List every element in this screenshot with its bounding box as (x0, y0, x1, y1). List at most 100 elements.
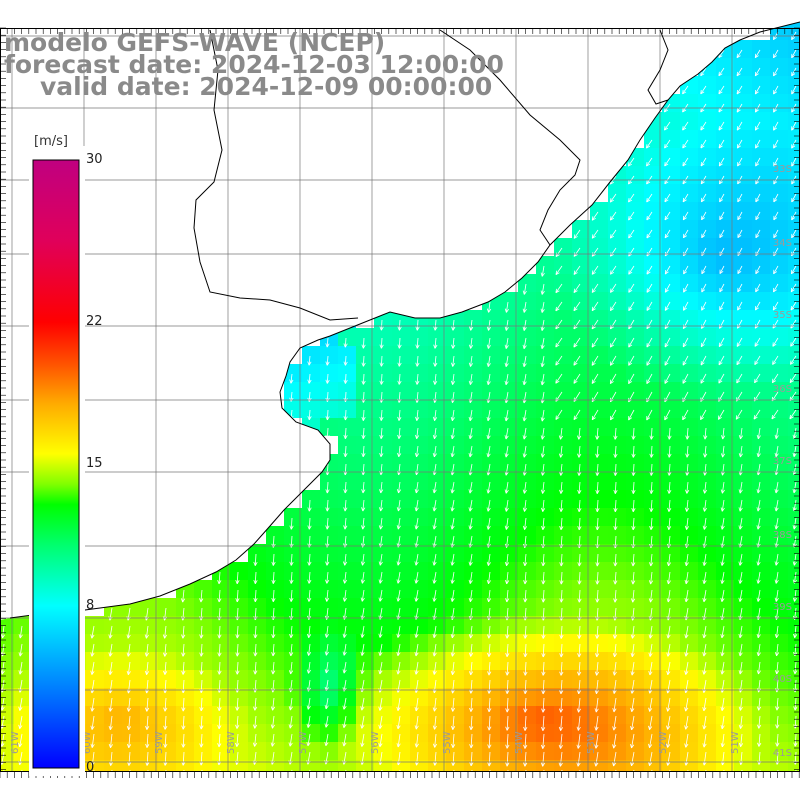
wind-arrow (718, 337, 725, 348)
wind-speed-cell (248, 742, 266, 760)
wind-arrow (471, 769, 473, 772)
wind-speed-cell (284, 526, 302, 544)
wind-speed-cell (104, 688, 122, 706)
wind-arrow (235, 571, 240, 585)
wind-speed-cell (698, 418, 716, 436)
wind-speed-cell (248, 688, 266, 706)
wind-arrow (415, 409, 420, 421)
wind-speed-cell (212, 616, 230, 634)
wind-arrow (0, 625, 6, 639)
wind-arrow (396, 499, 401, 512)
wind-speed-cell (140, 634, 158, 652)
wind-speed-cell (230, 598, 248, 616)
wind-speed-cell (680, 634, 698, 652)
lat-label: 40S (773, 674, 792, 685)
wind-speed-cell (752, 346, 770, 364)
wind-speed-cell (464, 490, 482, 508)
wind-arrow (307, 535, 312, 548)
wind-speed-cell (266, 670, 284, 688)
wind-speed-cell (464, 652, 482, 670)
wind-speed-cell (536, 652, 554, 670)
wind-arrow (486, 517, 491, 530)
wind-arrow (555, 337, 563, 348)
wind-arrow (792, 571, 797, 584)
lat-label: 39S (773, 602, 792, 613)
wind-speed-cell (302, 526, 320, 544)
wind-speed-cell (788, 508, 800, 526)
wind-arrow (415, 355, 420, 367)
wind-arrow (559, 679, 564, 695)
wind-speed-cell (446, 760, 464, 772)
wind-arrow (126, 697, 131, 712)
wind-arrow (163, 715, 168, 730)
wind-speed-cell (536, 670, 554, 688)
wind-speed-cell (644, 670, 662, 688)
wind-arrow (181, 625, 186, 639)
wind-speed-cell (464, 742, 482, 760)
wind-arrow (612, 661, 617, 676)
wind-speed-cell (374, 472, 392, 490)
wind-speed-cell (680, 202, 698, 220)
wind-speed-cell (266, 580, 284, 598)
wind-speed-cell (716, 202, 734, 220)
wind-speed-cell (428, 436, 446, 454)
wind-arrow (505, 625, 510, 639)
wind-speed-cell (464, 310, 482, 328)
wind-speed-cell (194, 760, 212, 772)
wind-speed-cell (104, 742, 122, 760)
wind-arrow (468, 499, 473, 512)
wind-speed-cell (590, 256, 608, 274)
wind-speed-cell (770, 94, 788, 112)
wind-speed-cell (356, 472, 374, 490)
wind-arrow (414, 625, 419, 638)
wind-arrow (199, 733, 204, 748)
wind-arrow (591, 373, 599, 384)
wind-speed-cell (680, 274, 698, 292)
wind-arrow (628, 265, 635, 275)
wind-arrow (646, 157, 653, 167)
wind-arrow (217, 715, 222, 730)
wind-arrow (522, 373, 527, 386)
wind-speed-cell (374, 616, 392, 634)
wind-arrow (324, 697, 329, 710)
wind-speed-cell (14, 652, 32, 670)
wind-speed-cell (302, 670, 320, 688)
wind-speed-cell (428, 490, 446, 508)
wind-speed-cell (752, 274, 770, 292)
wind-speed-cell (770, 706, 788, 724)
wind-arrow (737, 301, 743, 311)
wind-arrow (646, 193, 653, 203)
wind-arrow (522, 301, 527, 313)
wind-speed-cell (572, 508, 590, 526)
wind-arrow (342, 643, 347, 656)
wind-arrow (360, 589, 365, 602)
wind-speed-cell (752, 40, 770, 58)
wind-arrow (217, 661, 222, 675)
wind-speed-cell (446, 778, 464, 796)
wind-arrow (703, 427, 708, 440)
wind-speed-cell (680, 346, 698, 364)
wind-speed-cell (770, 670, 788, 688)
wind-speed-cell (194, 724, 212, 742)
wind-speed-cell (320, 634, 338, 652)
wind-speed-cell (194, 706, 212, 724)
wind-speed-cell (446, 598, 464, 616)
wind-arrow (199, 589, 204, 603)
wind-speed-cell (752, 220, 770, 238)
wind-speed-cell (716, 184, 734, 202)
wind-arrow (595, 553, 600, 567)
wind-arrow (433, 337, 438, 349)
wind-speed-cell (338, 688, 356, 706)
wind-speed-cell (716, 670, 734, 688)
wind-arrow (718, 373, 725, 384)
wind-arrow (378, 697, 383, 711)
wind-arrow (555, 301, 563, 312)
wind-arrow (415, 337, 420, 349)
wind-arrow (757, 733, 762, 747)
wind-speed-cell (374, 436, 392, 454)
wind-arrow (468, 571, 473, 584)
wind-speed-cell (248, 598, 266, 616)
wind-speed-cell (338, 382, 356, 400)
wind-arrow (667, 445, 672, 458)
